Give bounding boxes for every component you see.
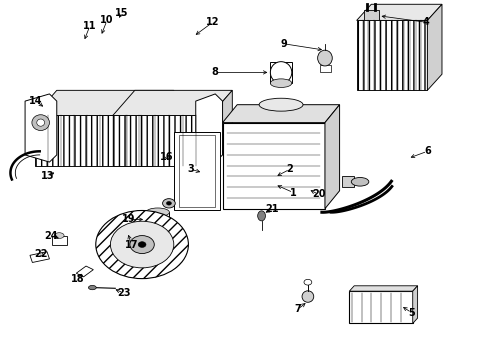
Ellipse shape [32, 115, 49, 131]
Polygon shape [30, 252, 49, 262]
Ellipse shape [270, 79, 291, 87]
Ellipse shape [37, 119, 44, 126]
Ellipse shape [350, 177, 368, 186]
Polygon shape [363, 10, 378, 21]
Ellipse shape [146, 208, 169, 217]
Text: 3: 3 [187, 164, 194, 174]
Polygon shape [35, 90, 173, 116]
Ellipse shape [88, 285, 96, 290]
Polygon shape [356, 4, 441, 21]
Ellipse shape [257, 211, 265, 221]
Ellipse shape [302, 291, 313, 302]
Ellipse shape [146, 226, 169, 234]
Polygon shape [146, 212, 168, 230]
Polygon shape [108, 226, 142, 262]
Polygon shape [52, 235, 66, 244]
Text: 9: 9 [280, 39, 286, 49]
Polygon shape [320, 65, 330, 72]
Text: 15: 15 [115, 8, 128, 18]
Bar [178, 135, 215, 207]
Text: 14: 14 [29, 96, 42, 106]
Text: 8: 8 [211, 67, 218, 77]
Polygon shape [195, 94, 222, 162]
Text: 5: 5 [407, 308, 414, 318]
Text: 21: 21 [265, 204, 279, 214]
Polygon shape [222, 105, 339, 123]
Text: 1: 1 [289, 188, 296, 198]
Text: 6: 6 [423, 146, 430, 156]
Ellipse shape [259, 98, 303, 111]
Text: 17: 17 [124, 239, 138, 249]
Ellipse shape [96, 211, 188, 279]
Text: 2: 2 [286, 164, 293, 174]
Polygon shape [348, 286, 417, 291]
Ellipse shape [317, 50, 331, 66]
Polygon shape [113, 90, 232, 116]
Text: 22: 22 [34, 248, 47, 258]
Polygon shape [412, 286, 417, 323]
Polygon shape [222, 123, 325, 209]
Polygon shape [427, 4, 441, 90]
Text: 19: 19 [122, 215, 135, 224]
Ellipse shape [54, 233, 64, 238]
Polygon shape [325, 105, 339, 209]
Text: 4: 4 [422, 17, 428, 27]
Text: 16: 16 [160, 152, 173, 162]
Ellipse shape [166, 202, 171, 205]
Text: 23: 23 [117, 288, 130, 298]
Polygon shape [341, 176, 353, 187]
Text: 10: 10 [100, 15, 114, 26]
Polygon shape [210, 90, 232, 166]
Text: 24: 24 [44, 231, 58, 240]
Polygon shape [25, 94, 57, 162]
Bar [173, 132, 220, 211]
Text: 7: 7 [294, 304, 301, 314]
Polygon shape [35, 116, 152, 166]
Text: 20: 20 [311, 189, 325, 199]
Text: 18: 18 [71, 274, 84, 284]
Bar [348, 291, 412, 323]
Ellipse shape [162, 199, 175, 208]
Ellipse shape [304, 279, 311, 285]
Bar [270, 62, 291, 83]
Text: 12: 12 [205, 17, 219, 27]
Polygon shape [113, 116, 210, 166]
Text: 11: 11 [83, 21, 97, 31]
Polygon shape [356, 21, 427, 90]
Polygon shape [152, 90, 173, 166]
Polygon shape [76, 266, 93, 277]
Ellipse shape [110, 221, 173, 268]
Ellipse shape [130, 235, 154, 253]
Ellipse shape [270, 62, 291, 83]
Text: 13: 13 [41, 171, 55, 181]
Ellipse shape [138, 242, 146, 247]
